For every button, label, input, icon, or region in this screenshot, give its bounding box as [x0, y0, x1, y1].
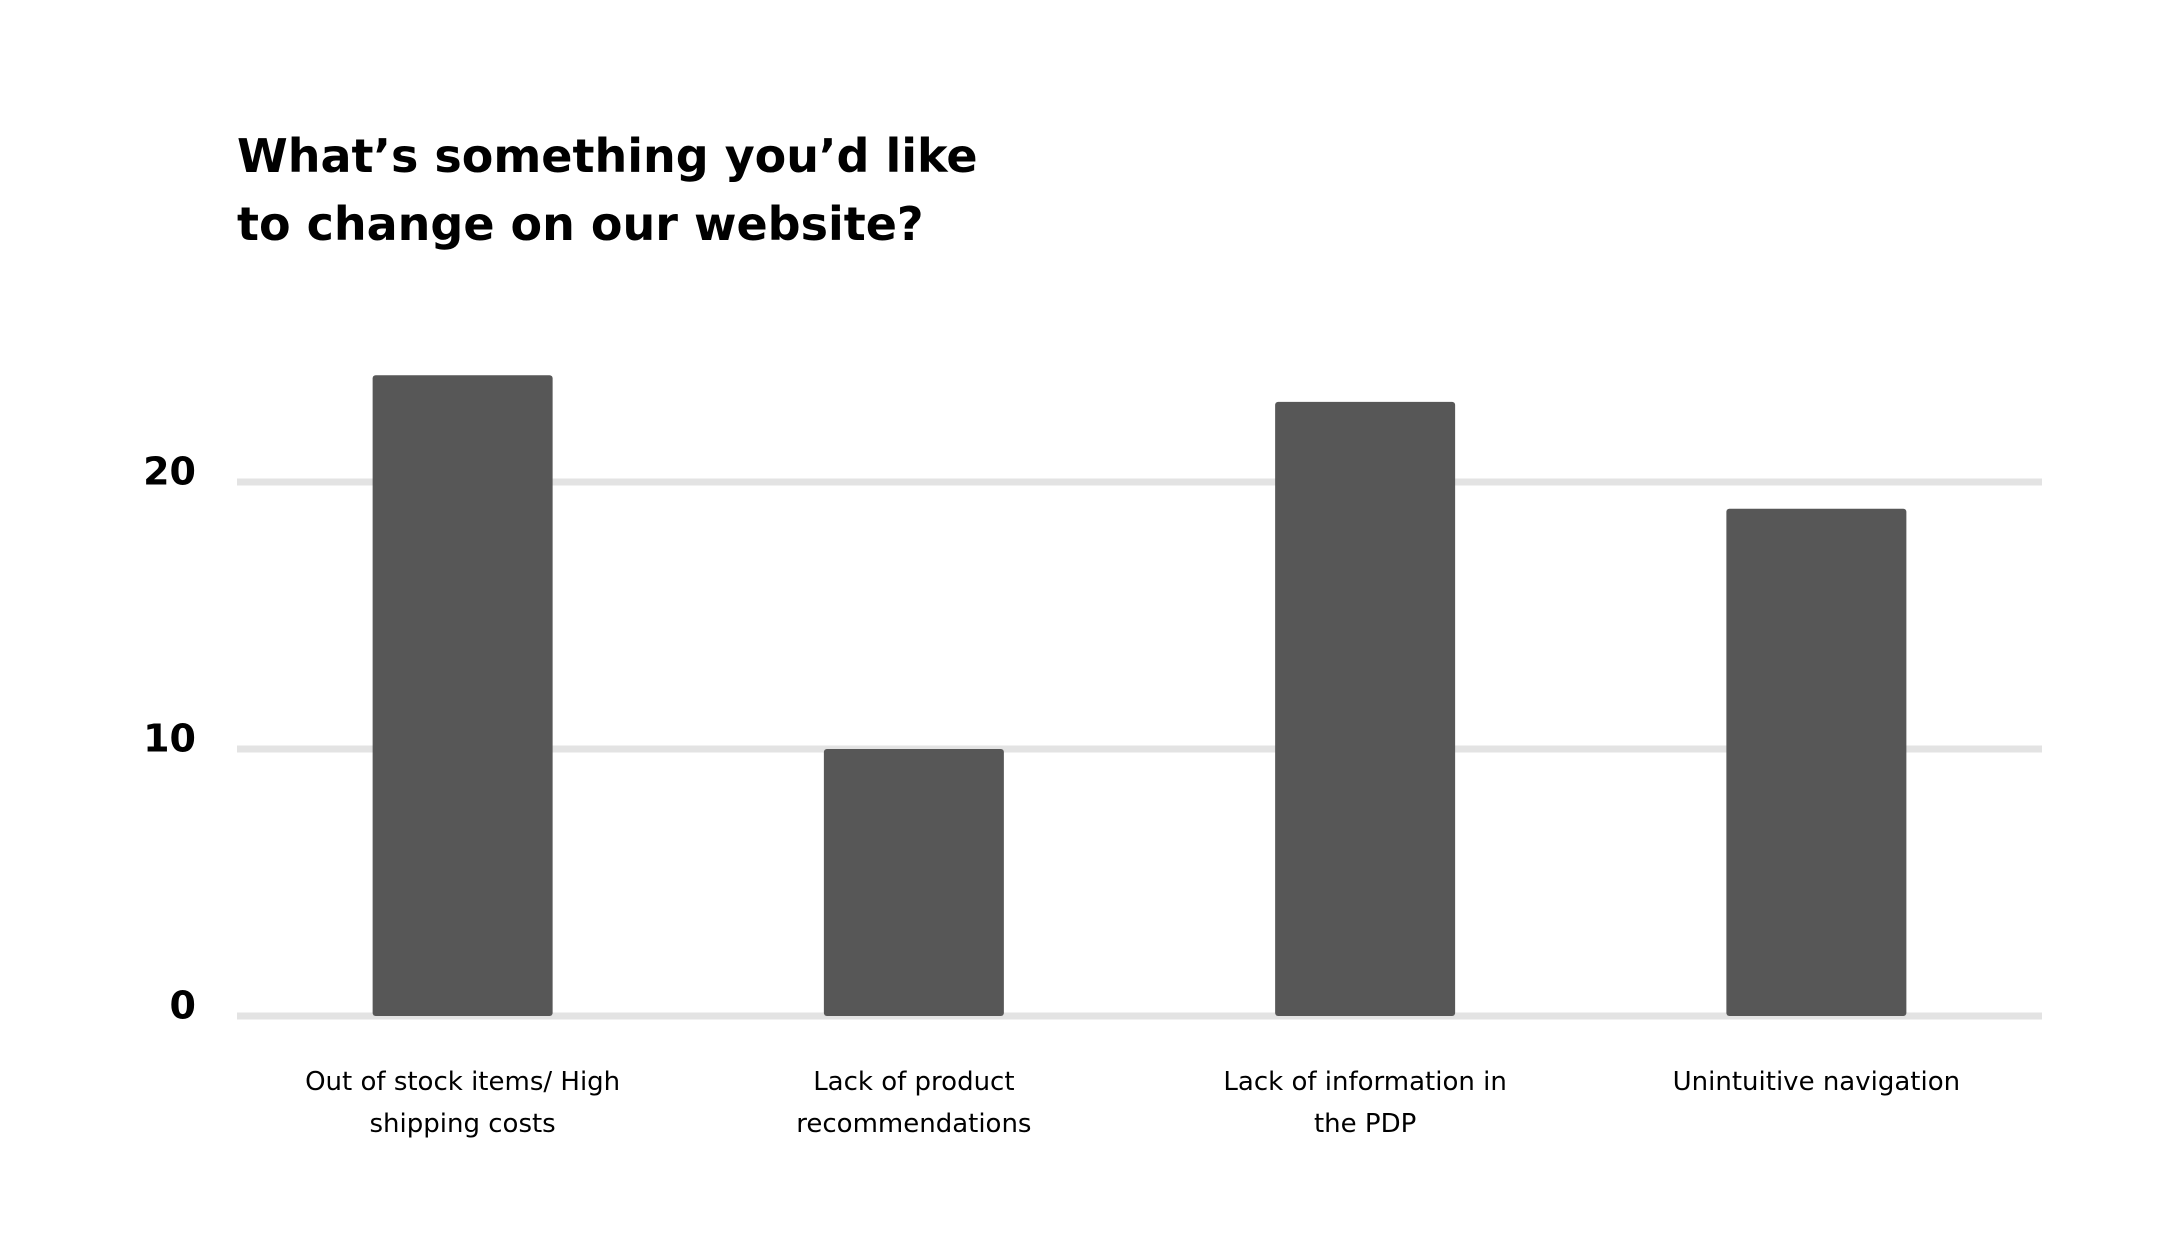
- y-tick-label: 0: [170, 984, 196, 1028]
- x-tick-label: Out of stock items/ High shipping costs: [305, 1067, 621, 1139]
- x-tick-label: Lack of information in the PDP: [1223, 1067, 1507, 1139]
- bar: [1275, 401, 1456, 1016]
- bar: [372, 375, 553, 1016]
- x-tick-label: Unintuitive navigation: [1672, 1067, 1961, 1097]
- chart-title: What’s something you’d like to change on…: [237, 129, 978, 251]
- bar: [1726, 508, 1907, 1016]
- y-tick-label: 10: [143, 717, 196, 761]
- x-tick-label: Lack of product recommendations: [796, 1067, 1032, 1139]
- y-tick-label: 20: [143, 450, 196, 494]
- bar: [823, 749, 1004, 1016]
